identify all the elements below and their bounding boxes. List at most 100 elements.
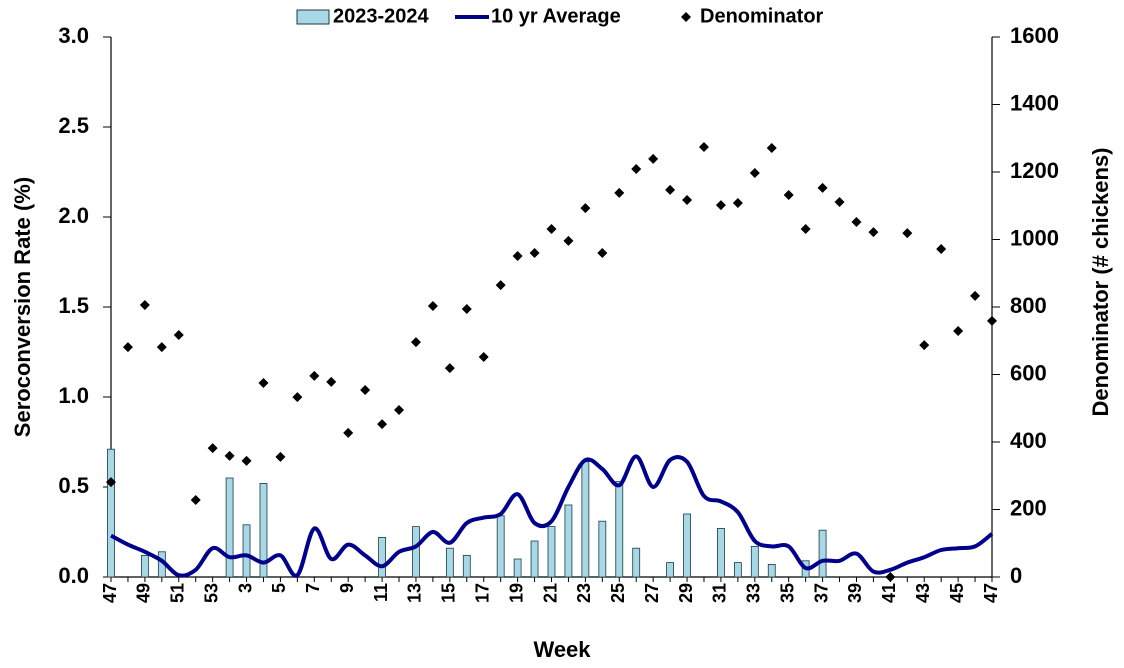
marker bbox=[766, 143, 777, 154]
marker bbox=[377, 419, 388, 430]
marker bbox=[173, 330, 184, 341]
marker bbox=[919, 340, 930, 351]
x-tick-label: 9 bbox=[337, 583, 357, 593]
x-tick-label: 41 bbox=[879, 583, 899, 603]
marker bbox=[834, 197, 845, 208]
bar bbox=[462, 555, 471, 578]
marker bbox=[546, 224, 557, 235]
x-tick-label: 7 bbox=[303, 583, 323, 593]
marker bbox=[800, 224, 811, 235]
y2-tick-label: 1200 bbox=[1010, 158, 1059, 183]
x-tick-label: 21 bbox=[540, 583, 560, 603]
x-tick-label: 3 bbox=[235, 583, 255, 593]
bar bbox=[496, 515, 505, 578]
marker bbox=[631, 163, 642, 174]
marker bbox=[122, 342, 133, 353]
marker bbox=[224, 450, 235, 461]
bar bbox=[683, 513, 691, 578]
marker bbox=[817, 182, 828, 193]
marker bbox=[580, 203, 591, 214]
x-tick-label: 47 bbox=[100, 583, 120, 603]
marker bbox=[648, 153, 659, 164]
bar bbox=[445, 547, 454, 578]
marker bbox=[902, 228, 913, 239]
y2-tick-label: 200 bbox=[1010, 495, 1047, 520]
x-tick-label: 37 bbox=[811, 583, 831, 603]
marker bbox=[749, 168, 760, 179]
x-tick-label: 47 bbox=[981, 583, 1001, 603]
marker bbox=[597, 248, 608, 258]
bar bbox=[225, 477, 234, 578]
y-tick-label: 1.5 bbox=[58, 293, 89, 318]
legend-swatch bbox=[296, 9, 330, 25]
x-tick-label: 27 bbox=[642, 583, 662, 603]
marker bbox=[326, 376, 337, 387]
bar bbox=[717, 528, 725, 578]
marker bbox=[241, 455, 252, 466]
y2-tick-label: 400 bbox=[1010, 428, 1047, 453]
y2-axis-title: Denominator (# chickens) bbox=[1088, 148, 1113, 417]
bar bbox=[666, 562, 674, 578]
legend-swatch bbox=[681, 12, 691, 22]
marker bbox=[106, 477, 116, 488]
marker bbox=[512, 251, 523, 262]
marker bbox=[410, 337, 421, 348]
bar bbox=[378, 537, 386, 578]
y2-tick-label: 1400 bbox=[1010, 90, 1059, 115]
marker bbox=[868, 227, 879, 238]
marker bbox=[885, 572, 896, 582]
marker bbox=[783, 189, 794, 200]
marker bbox=[665, 184, 676, 195]
x-tick-label: 13 bbox=[405, 583, 425, 603]
bar bbox=[259, 482, 268, 578]
marker bbox=[309, 370, 320, 381]
bar bbox=[750, 546, 759, 578]
x-tick-label: 17 bbox=[472, 583, 492, 603]
bar bbox=[581, 461, 590, 578]
x-tick-label: 35 bbox=[777, 583, 797, 603]
x-tick-label: 31 bbox=[710, 583, 730, 603]
y2-tick-label: 0 bbox=[1010, 563, 1022, 588]
marker bbox=[851, 216, 862, 227]
x-tick-label: 23 bbox=[574, 583, 594, 603]
x-tick-label: 5 bbox=[269, 583, 289, 593]
marker bbox=[715, 200, 726, 211]
marker bbox=[444, 363, 455, 374]
marker bbox=[258, 377, 269, 388]
x-tick-label: 33 bbox=[744, 583, 764, 603]
x-tick-label: 53 bbox=[201, 583, 221, 603]
bar bbox=[733, 562, 742, 578]
bar bbox=[564, 504, 573, 578]
bar bbox=[412, 526, 420, 578]
bar bbox=[818, 529, 827, 578]
y-tick-label: 3.0 bbox=[58, 23, 89, 48]
marker bbox=[275, 451, 286, 462]
bar bbox=[530, 540, 539, 578]
marker bbox=[936, 243, 947, 254]
marker bbox=[987, 315, 997, 326]
marker bbox=[139, 299, 150, 310]
marker bbox=[732, 198, 743, 209]
marker bbox=[614, 187, 625, 198]
y-tick-label: 2.0 bbox=[58, 203, 89, 228]
x-tick-label: 45 bbox=[947, 583, 967, 603]
marker bbox=[563, 235, 574, 246]
y2-tick-label: 1600 bbox=[1010, 23, 1059, 48]
y2-tick-label: 800 bbox=[1010, 293, 1047, 318]
bar bbox=[547, 526, 556, 578]
bar bbox=[513, 558, 522, 578]
x-axis-title: Week bbox=[533, 637, 591, 662]
x-tick-label: 43 bbox=[913, 583, 933, 603]
x-tick-label: 51 bbox=[168, 583, 188, 603]
marker bbox=[427, 300, 438, 311]
marker bbox=[495, 280, 506, 291]
x-tick-label: 25 bbox=[608, 583, 628, 603]
y-tick-label: 1.0 bbox=[58, 383, 89, 408]
y-tick-label: 2.5 bbox=[58, 113, 89, 138]
marker bbox=[292, 392, 303, 403]
line bbox=[110, 454, 994, 578]
bar bbox=[767, 564, 776, 578]
y-tick-label: 0.5 bbox=[58, 473, 89, 498]
marker bbox=[953, 325, 964, 336]
